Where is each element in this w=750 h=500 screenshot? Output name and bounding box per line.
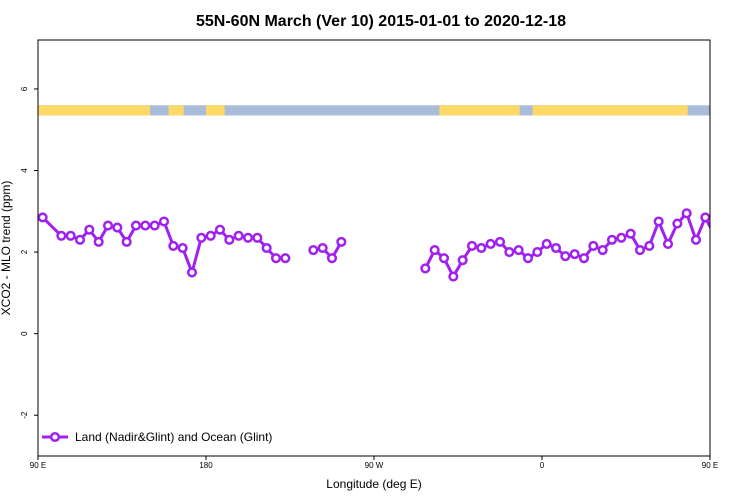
axis-ticks: 90 E 180 90 W 0 90 E -2 0 2 4 6 [20, 86, 718, 470]
data-series [38, 208, 747, 282]
data-point [672, 218, 683, 229]
data-point [597, 244, 608, 256]
data-point [280, 253, 291, 264]
data-point [317, 242, 328, 254]
x-tick-label: 90 E [30, 461, 46, 470]
data-point [625, 228, 636, 239]
data-point [177, 242, 188, 254]
data-point [720, 232, 728, 240]
strip-land-0 [38, 105, 150, 116]
x-tick-label: 90 W [365, 461, 384, 470]
data-point [560, 251, 571, 262]
data-point [494, 236, 506, 247]
data-point [541, 238, 552, 249]
data-point [252, 232, 263, 243]
x-axis-label: Longitude (deg E) [326, 477, 421, 491]
data-point [158, 216, 170, 227]
data-point [214, 224, 226, 235]
data-point [709, 233, 710, 238]
plot-frame [37, 39, 711, 457]
data-point [205, 230, 216, 241]
data-point [730, 236, 738, 244]
data-point [569, 249, 580, 260]
data-point [56, 230, 67, 241]
strip-ocean [38, 105, 710, 116]
legend: Land (Nadir&Glint) and Ocean (Glint) [42, 430, 272, 444]
data-point [522, 253, 534, 264]
chart-title: 55N-60N March (Ver 10) 2015-01-01 to 202… [196, 13, 566, 30]
data-point [466, 240, 478, 252]
x-tick-label: 180 [199, 461, 213, 470]
data-point [121, 236, 132, 247]
data-point [326, 253, 338, 264]
strip-land-2 [206, 105, 225, 116]
data-point [588, 240, 599, 252]
data-point [84, 224, 95, 235]
data-point [438, 253, 450, 264]
data-point [65, 230, 76, 241]
data-point [606, 234, 618, 245]
data-point [186, 267, 198, 278]
legend-marker [49, 431, 61, 443]
data-point [168, 240, 179, 252]
data-point [93, 236, 104, 247]
data-point [112, 222, 123, 233]
data-point [457, 255, 468, 266]
land-ocean-strip [38, 105, 710, 116]
data-point [74, 234, 86, 245]
data-point [242, 232, 254, 243]
y-tick-label: 6 [20, 86, 29, 91]
data-point [550, 242, 562, 254]
y-axis-label: XCO2 - MLO trend (ppm) [0, 181, 13, 316]
y-tick-label: 4 [20, 168, 29, 173]
data-point [38, 212, 48, 223]
data-point [233, 230, 244, 241]
data-point [429, 244, 440, 256]
data-point [140, 220, 151, 231]
data-point [130, 220, 142, 231]
data-point [634, 244, 646, 256]
strip-land-1 [168, 105, 184, 116]
data-point [270, 253, 282, 264]
data-point [485, 238, 496, 249]
data-point [420, 263, 431, 274]
data-point [513, 244, 524, 256]
data-point [308, 244, 319, 256]
data-point [532, 247, 543, 258]
x-tick-label: 0 [540, 461, 545, 470]
y-tick-label: 0 [20, 331, 29, 336]
data-point [336, 236, 347, 247]
strip-land-4 [532, 105, 688, 116]
data-point [644, 240, 655, 252]
data-point [448, 271, 459, 282]
data-point [739, 226, 747, 234]
data-point [653, 216, 664, 227]
data-point [616, 232, 627, 243]
data-point [476, 242, 487, 254]
data-point [700, 212, 710, 223]
strip-land-3 [439, 105, 520, 116]
data-point [102, 220, 114, 231]
x-tick-label: 90 E [702, 461, 718, 470]
y-tick-label: 2 [20, 249, 29, 254]
data-point [662, 238, 674, 249]
data-point [504, 247, 515, 258]
data-point [681, 208, 692, 219]
legend-label: Land (Nadir&Glint) and Ocean (Glint) [75, 430, 272, 444]
data-point [261, 242, 272, 254]
data-point [578, 253, 590, 264]
data-point [196, 232, 207, 243]
data-point [224, 234, 235, 245]
y-tick-label: -2 [20, 411, 29, 419]
data-point [690, 234, 702, 245]
data-point [149, 220, 160, 231]
